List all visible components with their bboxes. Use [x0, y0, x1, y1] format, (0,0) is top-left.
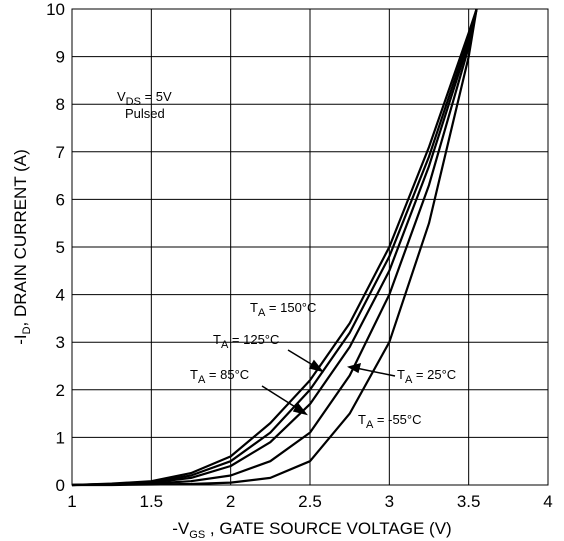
series-label: TA = 150°C [250, 300, 316, 319]
x-tick-label: 3 [385, 492, 394, 511]
curves [71, 8, 478, 487]
series-label: TA = -55°C [358, 412, 422, 431]
arrows [261, 349, 396, 416]
y-tick-label: 9 [56, 48, 65, 67]
y-tick-label: 8 [56, 95, 65, 114]
annotation-sub: DS [126, 96, 141, 108]
series-line [72, 8, 478, 487]
x-axis-label-rest: , GATE SOURCE VOLTAGE (V) [205, 519, 452, 538]
x-tick-label: 2 [226, 492, 235, 511]
y-tick-label: 7 [56, 143, 65, 162]
series-label: TA = 125°C [213, 332, 279, 351]
y-tick-label: 1 [56, 428, 65, 447]
x-axis-label-sub: GS [189, 529, 205, 541]
x-axis-label-main: -V [172, 519, 190, 538]
y-tick-label: 6 [56, 190, 65, 209]
series-label-rest: = -55°C [373, 412, 421, 427]
series-label-sub: A [221, 339, 229, 351]
series-label-sub: A [366, 419, 374, 431]
series-label-main: T [250, 300, 258, 315]
series-label-sub: A [405, 374, 413, 386]
arrow-head [347, 362, 362, 374]
arrow [355, 367, 396, 377]
grid [71, 8, 549, 486]
series-label-main: T [358, 412, 366, 427]
x-tick-label: 2.5 [298, 492, 322, 511]
y-tick-label: 5 [56, 238, 65, 257]
y-tick-label: 0 [56, 476, 65, 495]
annotation-main: V [117, 89, 126, 104]
y-tick-label: 10 [46, 0, 65, 19]
series-label-rest: = 85°C [205, 367, 249, 382]
series-label-rest: = 150°C [265, 300, 316, 315]
y-tick-label: 3 [56, 333, 65, 352]
y-axis-label-main: -I [11, 334, 30, 344]
series-label: TA = 85°C [190, 367, 249, 386]
y-axis-label: -ID, DRAIN CURRENT (A) [11, 149, 33, 345]
series-label-main: T [397, 367, 405, 382]
annotation: Pulsed [125, 106, 165, 121]
series-label-main: T [213, 332, 221, 347]
series-label-sub: A [258, 307, 266, 319]
series-label-main: T [190, 367, 198, 382]
x-tick-label: 1 [67, 492, 76, 511]
y-tick-label: 4 [56, 286, 65, 305]
annotation-rest: = 5V [141, 89, 172, 104]
arrow-head [308, 359, 324, 373]
annotation: VDS = 5V [117, 89, 172, 108]
series-label-rest: = 125°C [228, 332, 279, 347]
x-tick-label: 4 [543, 492, 552, 511]
series-label: TA = 25°C [397, 367, 456, 386]
x-tick-label: 1.5 [140, 492, 164, 511]
y-axis-label-sub: D [21, 326, 33, 334]
arrow [261, 385, 301, 411]
x-axis-label: -VGS , GATE SOURCE VOLTAGE (V) [172, 519, 451, 541]
y-tick-label: 2 [56, 381, 65, 400]
series-label-sub: A [198, 374, 206, 386]
series-label-rest: = 25°C [412, 367, 456, 382]
x-tick-label: 3.5 [457, 492, 481, 511]
arrow-head [292, 402, 308, 416]
y-axis-label-rest: , DRAIN CURRENT (A) [11, 149, 30, 326]
